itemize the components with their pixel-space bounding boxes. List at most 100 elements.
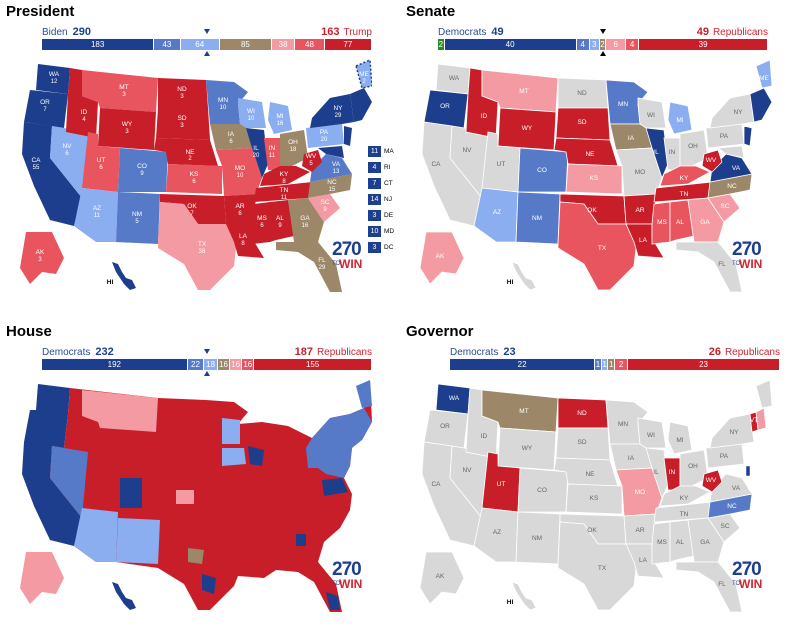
state-ky[interactable] xyxy=(659,485,711,507)
state-ak[interactable] xyxy=(419,551,465,605)
house-virginia[interactable] xyxy=(322,478,348,496)
state-az[interactable] xyxy=(473,187,519,243)
state-wy[interactable] xyxy=(98,108,156,150)
state-id[interactable] xyxy=(66,68,98,138)
state-nm[interactable] xyxy=(116,192,160,244)
state-co[interactable] xyxy=(118,148,168,192)
state-az[interactable] xyxy=(473,507,519,563)
state-al[interactable] xyxy=(669,519,695,563)
state-sc[interactable] xyxy=(308,194,340,222)
state-wv[interactable] xyxy=(701,469,723,493)
state-mi[interactable] xyxy=(667,421,693,455)
state-nv[interactable] xyxy=(50,126,88,198)
state-mo[interactable] xyxy=(216,148,262,196)
legend-row-dc[interactable]: 3 DC xyxy=(368,240,400,254)
state-fl[interactable] xyxy=(675,561,743,613)
state-new-england[interactable] xyxy=(749,87,772,123)
state-il[interactable] xyxy=(246,128,268,178)
legend-row-ma[interactable]: 11 MA xyxy=(368,144,400,158)
legend-row-ri[interactable]: 4 RI xyxy=(368,160,400,174)
state-ia[interactable] xyxy=(210,124,252,150)
state-de[interactable] xyxy=(745,465,751,477)
legend-row-de[interactable]: 3 DE xyxy=(368,208,400,222)
house-texas-dem[interactable] xyxy=(202,574,216,594)
state-new-england[interactable] xyxy=(350,88,372,122)
state-al[interactable] xyxy=(270,200,294,242)
house-atlanta[interactable] xyxy=(296,534,306,546)
state-nj[interactable] xyxy=(344,126,352,146)
house-texas-tossup[interactable] xyxy=(188,548,204,564)
state-ne[interactable] xyxy=(154,138,218,166)
state-wv[interactable] xyxy=(302,150,322,172)
state-ar[interactable] xyxy=(224,194,256,224)
state-hi[interactable] xyxy=(112,262,136,290)
legend-row-ct[interactable]: 7 CT xyxy=(368,176,400,190)
legend-row-nj[interactable]: 14 NJ xyxy=(368,192,400,206)
state-tx[interactable] xyxy=(557,521,639,611)
state-or[interactable] xyxy=(24,90,68,128)
state-ky[interactable] xyxy=(659,165,711,187)
house-new-mexico[interactable] xyxy=(116,518,160,564)
state-nd[interactable] xyxy=(158,78,208,108)
house-montana[interactable] xyxy=(82,390,158,432)
state-pa[interactable] xyxy=(306,124,344,148)
state-oh[interactable] xyxy=(280,130,308,166)
state-ca[interactable] xyxy=(22,122,82,226)
house-hawaii[interactable] xyxy=(112,582,136,610)
state-ga[interactable] xyxy=(288,198,324,242)
house-west-coast[interactable] xyxy=(22,384,82,546)
state-me[interactable] xyxy=(355,58,372,89)
house-alaska[interactable] xyxy=(20,552,64,604)
state-hi[interactable] xyxy=(511,261,537,291)
state-tx[interactable] xyxy=(158,202,238,290)
house-chicago[interactable] xyxy=(248,446,264,466)
state-mi[interactable] xyxy=(268,102,292,134)
state-mt[interactable] xyxy=(82,70,158,112)
state-wa[interactable] xyxy=(36,64,70,94)
state-il[interactable] xyxy=(645,127,669,180)
house-colorado[interactable] xyxy=(120,478,142,508)
state-ms[interactable] xyxy=(651,521,671,565)
state-tn[interactable] xyxy=(254,182,312,202)
state-ny[interactable] xyxy=(310,94,354,128)
state-oh[interactable] xyxy=(679,129,709,167)
state-ny[interactable] xyxy=(709,413,755,449)
state-nh[interactable] xyxy=(755,407,767,431)
house-kansas[interactable] xyxy=(176,490,194,504)
state-az[interactable] xyxy=(74,188,118,242)
state-sd[interactable] xyxy=(156,108,210,140)
house-nevada[interactable] xyxy=(50,446,88,518)
state-al[interactable] xyxy=(669,199,695,243)
state-in[interactable] xyxy=(264,138,280,170)
state-md[interactable] xyxy=(318,146,344,158)
state-ok[interactable] xyxy=(160,194,226,224)
legend-row-md[interactable]: 10 MD xyxy=(368,224,400,238)
house-northeast[interactable] xyxy=(306,408,372,478)
state-md[interactable] xyxy=(716,145,745,159)
state-mn[interactable] xyxy=(206,80,248,124)
house-iowa[interactable] xyxy=(222,448,246,466)
state-ms[interactable] xyxy=(651,201,671,245)
state-fl[interactable] xyxy=(276,242,342,292)
state-ut[interactable] xyxy=(82,132,120,192)
state-nj[interactable] xyxy=(743,125,753,147)
house-minnesota[interactable] xyxy=(222,418,240,444)
state-fl[interactable] xyxy=(675,241,743,293)
state-ms[interactable] xyxy=(252,202,270,244)
state-ak[interactable] xyxy=(20,232,64,284)
state-ny[interactable] xyxy=(709,93,755,129)
state-ky[interactable] xyxy=(260,166,310,186)
state-ks[interactable] xyxy=(565,163,623,195)
state-la[interactable] xyxy=(226,224,264,258)
state-il[interactable] xyxy=(645,447,669,500)
state-tx[interactable] xyxy=(557,201,639,291)
state-mi[interactable] xyxy=(667,101,693,135)
state-oh[interactable] xyxy=(679,449,709,487)
house-arizona[interactable] xyxy=(74,508,118,562)
state-ks[interactable] xyxy=(565,483,623,515)
state-me[interactable] xyxy=(755,379,772,409)
state-wi[interactable] xyxy=(238,98,266,128)
state-nc[interactable] xyxy=(308,174,352,198)
house-maine[interactable] xyxy=(356,380,372,408)
house-florida-south[interactable] xyxy=(326,592,340,610)
